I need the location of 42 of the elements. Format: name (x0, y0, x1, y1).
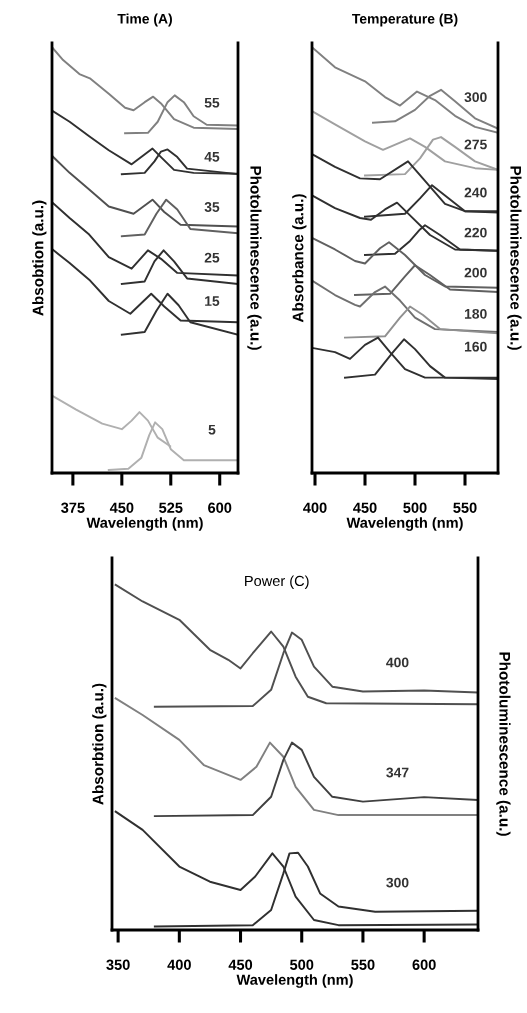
x-tick-label: 550 (351, 959, 375, 970)
y2-axis-title: Photoluminescence (a.u.) (247, 166, 262, 350)
x-tick-label: 525 (159, 502, 183, 513)
annotation: 35 (204, 202, 220, 212)
x-tick-label: 450 (228, 959, 253, 970)
x-tick-label: 375 (61, 502, 85, 513)
annotation: 275 (464, 139, 487, 150)
x-axis-title: Wavelength (nm) (346, 517, 463, 531)
x-axis-title: Wavelength (nm) (236, 974, 353, 988)
y-axis-title: Absorbtion (a.u.) (92, 683, 107, 805)
chart-title: Temperature (B) (352, 13, 458, 27)
x-tick-label: 550 (453, 502, 477, 513)
chart-title: Power (C) (245, 575, 309, 589)
annotation: 400 (386, 657, 409, 668)
x-tick-label: 500 (290, 959, 314, 970)
annotation: 300 (464, 92, 487, 103)
annotation: 15 (205, 296, 220, 307)
y-axis-title: Absobtion (a.u.) (32, 200, 47, 316)
x-tick-label: 450 (353, 502, 377, 513)
annotation: 5 (208, 424, 216, 435)
chart-title: Time (A) (117, 13, 172, 27)
annotation: 55 (204, 97, 220, 108)
x-tick-label: 350 (106, 959, 130, 970)
y-axis-title: Absorbance (a.u.) (292, 194, 307, 323)
annotation: 25 (204, 252, 220, 263)
annotation: 160 (464, 341, 487, 352)
annotation: 45 (204, 151, 220, 162)
annotation: 240 (464, 187, 487, 198)
x-tick-label: 400 (303, 502, 327, 513)
x-axis-title: Wavelength (nm) (86, 517, 203, 531)
y2-axis-title: Photoluminescence (a.u.) (496, 652, 511, 836)
x-tick-label: 400 (167, 959, 191, 970)
x-tick-label: 450 (109, 502, 134, 513)
annotation: 347 (386, 767, 409, 778)
annotation: 300 (386, 877, 409, 888)
x-tick-label: 600 (208, 502, 232, 513)
x-tick-label: 600 (412, 959, 436, 970)
annotation: 180 (464, 308, 487, 319)
annotation: 220 (464, 227, 487, 238)
y2-axis-title: Photoluminescence (a.u.) (507, 166, 522, 350)
annotation: 200 (464, 267, 487, 278)
x-tick-label: 500 (403, 502, 427, 513)
